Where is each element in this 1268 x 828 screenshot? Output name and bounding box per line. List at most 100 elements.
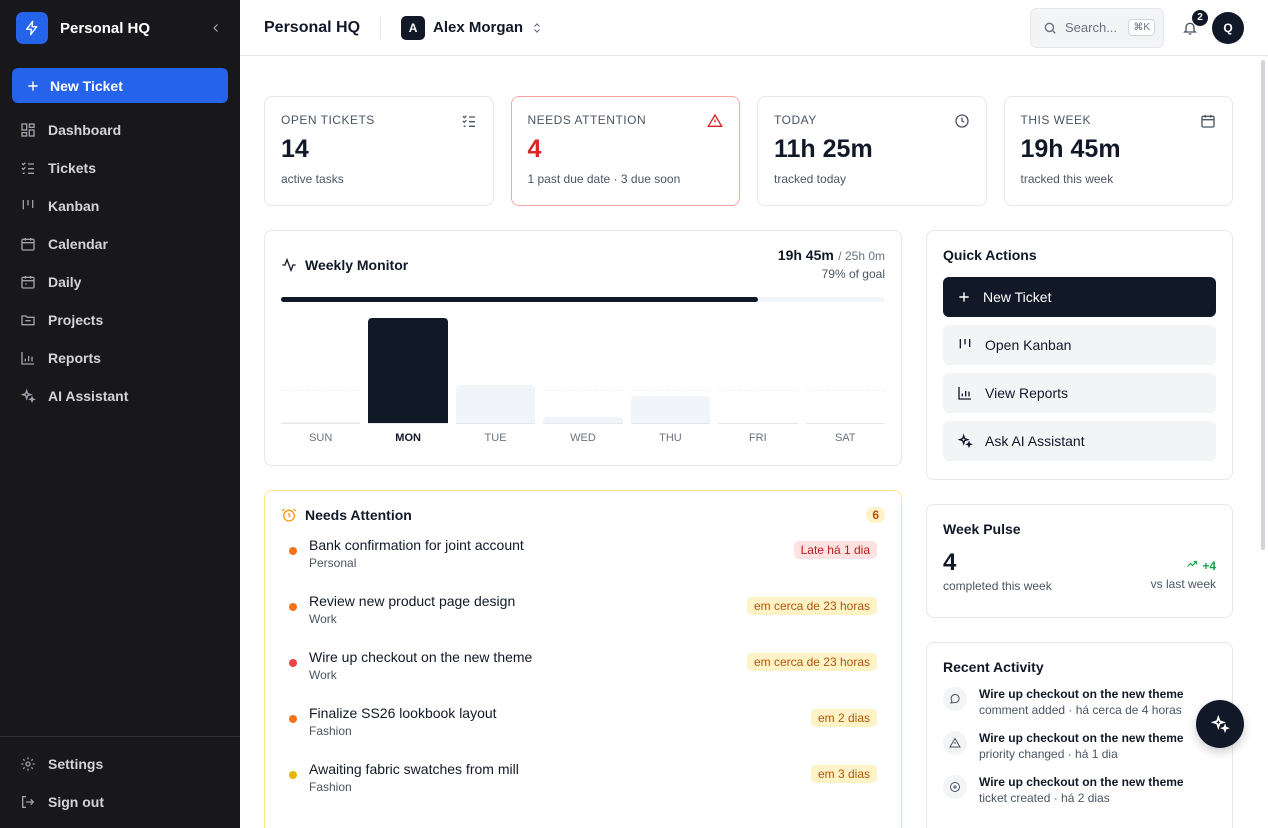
attention-item[interactable]: Awaiting fabric swatches from mill Fashio… bbox=[281, 761, 885, 817]
sidebar-item-daily[interactable]: Daily bbox=[8, 263, 232, 301]
sidebar-nav: Dashboard Tickets Kanban Calendar Daily … bbox=[0, 111, 240, 415]
bar bbox=[368, 318, 448, 424]
stat-this-week[interactable]: This Week 19h 45m tracked this week bbox=[1003, 96, 1233, 206]
search-input[interactable]: Search... ⌘K bbox=[1030, 7, 1164, 48]
bar-chart-icon bbox=[21, 352, 34, 365]
activity-item[interactable]: Wire up checkout on the new theme priori… bbox=[943, 731, 1216, 763]
needs-attention-card: Needs Attention 6 Bank confirmation for … bbox=[264, 490, 902, 828]
brand: Personal HQ bbox=[0, 0, 240, 56]
stat-label: Needs Attention bbox=[527, 113, 647, 127]
notifications-button[interactable]: 2 bbox=[1178, 9, 1208, 40]
priority-dot bbox=[289, 659, 297, 667]
activity-sub: priority changed · há 1 dia bbox=[979, 747, 1118, 761]
weekly-goal-percent: 79% of goal bbox=[821, 267, 885, 281]
activity-item[interactable]: Wire up checkout on the new theme ticket… bbox=[943, 775, 1216, 807]
search-shortcut: ⌘K bbox=[1128, 19, 1155, 36]
right-column: Quick Actions New Ticket Open Kanban Vie… bbox=[926, 230, 1233, 828]
view-reports-button[interactable]: View Reports bbox=[943, 373, 1216, 413]
activity-item[interactable]: Wire up checkout on the new theme commen… bbox=[943, 687, 1216, 719]
new-ticket-button[interactable]: New Ticket bbox=[12, 68, 228, 103]
chevron-up-down-icon bbox=[534, 22, 540, 33]
bar bbox=[630, 396, 711, 424]
bar-column[interactable] bbox=[718, 318, 798, 424]
page-title: Personal HQ bbox=[264, 18, 361, 36]
logout-icon bbox=[22, 796, 35, 808]
bar-column[interactable] bbox=[281, 318, 361, 424]
sidebar-item-label: Sign out bbox=[48, 794, 104, 810]
search-icon bbox=[1044, 22, 1056, 34]
sidebar-item-label: AI Assistant bbox=[48, 388, 129, 404]
weekly-total: 19h 45m / 25h 0m 79% of goal bbox=[778, 247, 885, 281]
scrollbar[interactable] bbox=[1261, 60, 1265, 550]
sidebar-item-settings[interactable]: Settings bbox=[8, 745, 232, 783]
warning-icon bbox=[943, 731, 967, 755]
attention-item[interactable]: Finalize SS26 lookbook layout Fashion em 2… bbox=[281, 705, 885, 761]
activity-title: Wire up checkout on the new theme bbox=[979, 775, 1184, 789]
calendar-icon bbox=[1201, 115, 1215, 128]
attention-item[interactable]: Bank confirmation for joint account Perso… bbox=[281, 537, 885, 593]
attention-title: Finalize SS26 lookbook layout bbox=[309, 705, 497, 721]
stat-value: 19h 45m bbox=[1020, 135, 1121, 163]
sidebar-item-projects[interactable]: Projects bbox=[8, 301, 232, 339]
sidebar-item-reports[interactable]: Reports bbox=[8, 339, 232, 377]
sidebar-item-calendar[interactable]: Calendar bbox=[8, 225, 232, 263]
sidebar-item-tickets[interactable]: Tickets bbox=[8, 149, 232, 187]
attention-title: Awaiting fabric swatches from mill bbox=[309, 761, 519, 777]
gridline bbox=[630, 390, 711, 391]
divider bbox=[380, 16, 382, 39]
collapse-sidebar-icon[interactable] bbox=[208, 20, 224, 36]
week-pulse-title: Week Pulse bbox=[943, 521, 1021, 537]
attention-item[interactable]: Wire up checkout on the new theme Work em … bbox=[281, 649, 885, 705]
bar bbox=[455, 384, 536, 424]
lightning-icon bbox=[16, 12, 48, 44]
weekly-monitor-title: Weekly Monitor bbox=[305, 257, 409, 273]
trending-up-icon bbox=[1186, 560, 1197, 567]
plus-icon bbox=[28, 80, 38, 91]
week-pulse-value: 4 bbox=[943, 549, 957, 576]
activity-sub: comment added · há cerca de 4 horas bbox=[979, 703, 1182, 717]
alarm-clock-icon bbox=[281, 508, 297, 522]
brand-name: Personal HQ bbox=[60, 19, 151, 37]
avatar: A bbox=[401, 15, 426, 40]
ask-ai-assistant-button[interactable]: Ask AI Assistant bbox=[943, 421, 1216, 461]
ai-assistant-fab[interactable] bbox=[1196, 700, 1244, 748]
needs-attention-list: Bank confirmation for joint account Perso… bbox=[281, 537, 885, 817]
attention-item[interactable]: Review new product page design Work em cer… bbox=[281, 593, 885, 649]
recent-activity-card: Recent Activity Wire up checkout on the … bbox=[926, 642, 1233, 828]
baseline bbox=[455, 423, 536, 424]
stat-value: 4 bbox=[527, 135, 542, 163]
stat-open-tickets[interactable]: Open Tickets 14 active tasks bbox=[264, 96, 494, 206]
sidebar-item-dashboard[interactable]: Dashboard bbox=[8, 111, 232, 149]
calendar-day-icon bbox=[21, 276, 35, 289]
stat-needs-attention[interactable]: Needs Attention 4 1 past due date · 3 du… bbox=[510, 96, 740, 206]
bar-column[interactable] bbox=[368, 318, 448, 424]
open-kanban-button[interactable]: Open Kanban bbox=[943, 325, 1216, 365]
stat-today[interactable]: Today 11h 25m tracked today bbox=[757, 96, 987, 206]
day-label: TUE bbox=[484, 432, 507, 444]
day-label: WED bbox=[570, 432, 596, 444]
bar-column[interactable] bbox=[805, 318, 885, 424]
sidebar-item-label: Tickets bbox=[48, 160, 96, 176]
quick-new-ticket-button[interactable]: New Ticket bbox=[943, 277, 1216, 317]
weekly-total-value: 19h 45m bbox=[777, 247, 834, 263]
stat-value: 11h 25m bbox=[774, 135, 873, 163]
sidebar-item-kanban[interactable]: Kanban bbox=[8, 187, 232, 225]
clock-icon bbox=[954, 114, 969, 128]
sidebar-item-ai-assistant[interactable]: AI Assistant bbox=[8, 377, 232, 415]
baseline bbox=[718, 423, 798, 424]
activity-sub: ticket created · há 2 dias bbox=[979, 791, 1110, 805]
workspace-switcher[interactable]: A Alex Morgan bbox=[401, 15, 543, 40]
recent-activity-title: Recent Activity bbox=[943, 659, 1044, 675]
sidebar-item-label: Daily bbox=[48, 274, 82, 290]
profile-avatar[interactable]: Q bbox=[1212, 11, 1244, 44]
gridline bbox=[718, 390, 798, 391]
topbar-actions: Search... ⌘K 2 Q bbox=[1030, 7, 1244, 48]
gridline bbox=[281, 390, 361, 391]
bar-column[interactable] bbox=[543, 318, 623, 424]
sidebar-item-sign-out[interactable]: Sign out bbox=[8, 783, 232, 821]
priority-dot bbox=[289, 547, 297, 555]
sidebar-item-label: Settings bbox=[48, 756, 104, 772]
attention-title: Review new product page design bbox=[309, 593, 516, 609]
bar-column[interactable] bbox=[630, 318, 711, 424]
bar-column[interactable] bbox=[455, 318, 536, 424]
